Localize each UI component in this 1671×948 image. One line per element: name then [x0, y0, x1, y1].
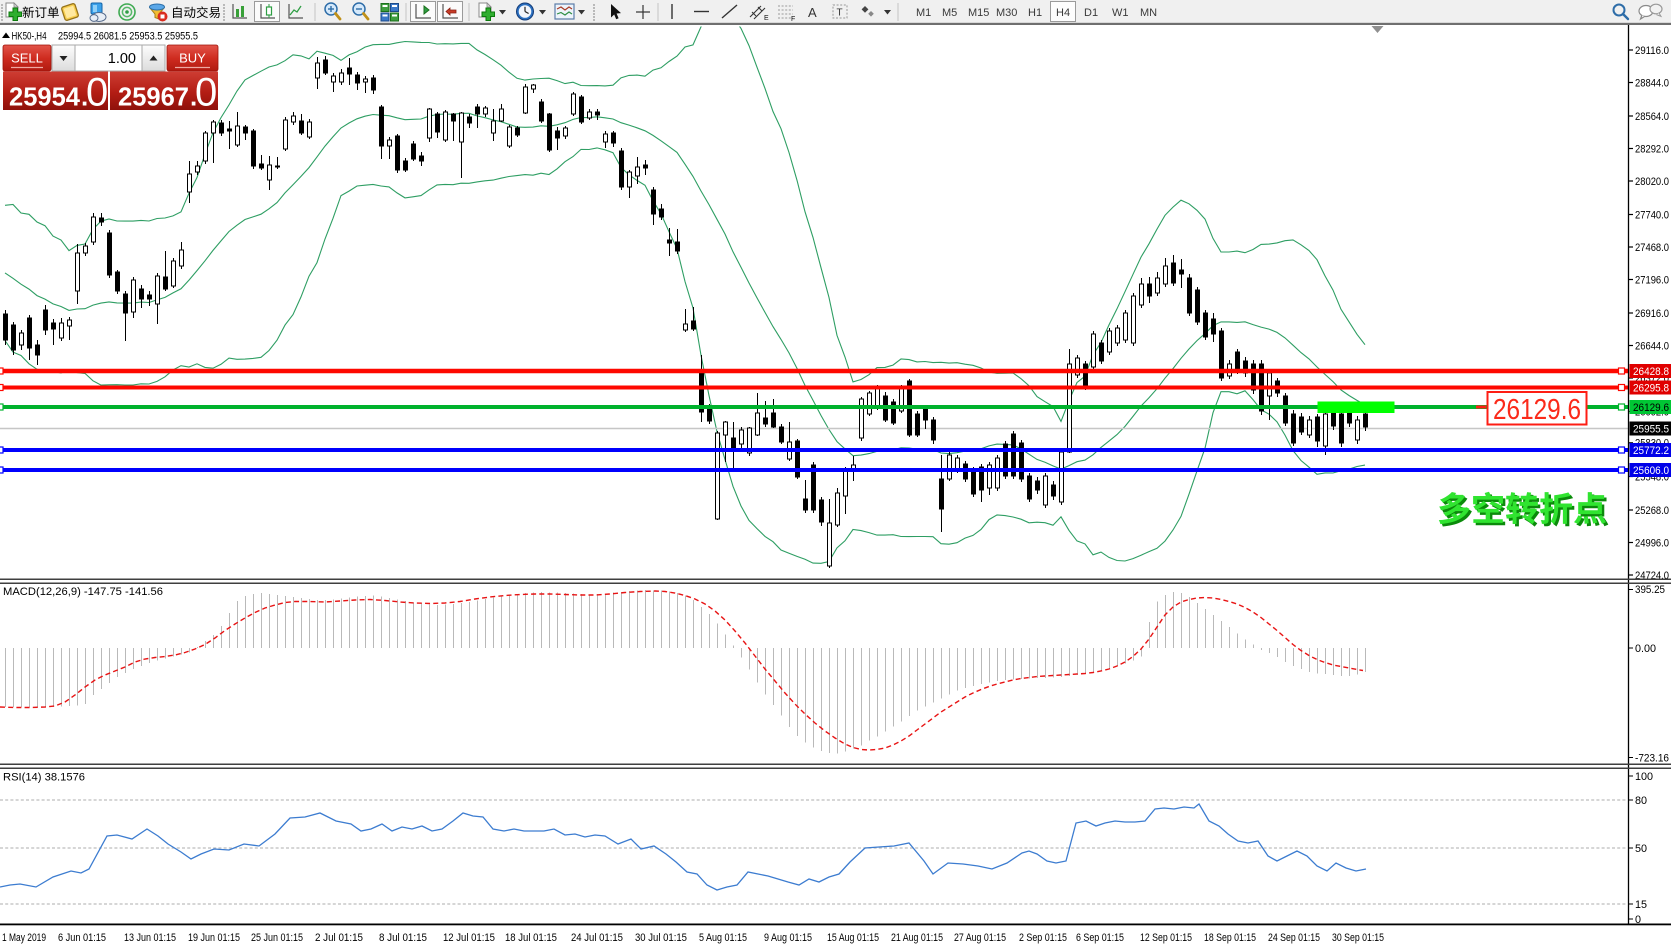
svg-text:H1: H1 [1028, 7, 1042, 19]
svg-text:8 Jul 01:15: 8 Jul 01:15 [379, 932, 427, 944]
svg-text:25954: 25954 [9, 82, 81, 112]
svg-text:6 Jun 01:15: 6 Jun 01:15 [58, 932, 106, 944]
svg-text:26916.0: 26916.0 [1635, 308, 1669, 320]
svg-text:28020.0: 28020.0 [1635, 176, 1669, 188]
svg-text:M5: M5 [942, 7, 957, 19]
svg-text:27468.0: 27468.0 [1635, 242, 1669, 254]
svg-text:5 Aug 01:15: 5 Aug 01:15 [699, 932, 747, 944]
svg-text:19 Jun 01:15: 19 Jun 01:15 [188, 932, 240, 944]
svg-text:1.00: 1.00 [108, 51, 136, 67]
svg-text:21 Aug 01:15: 21 Aug 01:15 [891, 932, 943, 944]
svg-text:12 Jul 01:15: 12 Jul 01:15 [443, 932, 495, 944]
svg-text:24996.0: 24996.0 [1635, 537, 1669, 549]
svg-text:MACD(12,26,9) -147.75 -141.56: MACD(12,26,9) -147.75 -141.56 [3, 586, 163, 598]
svg-text:RSI(14) 38.1576: RSI(14) 38.1576 [3, 772, 85, 784]
svg-text:28844.0: 28844.0 [1635, 77, 1669, 89]
svg-text:27 Aug 01:15: 27 Aug 01:15 [954, 932, 1006, 944]
svg-text:W1: W1 [1112, 7, 1129, 19]
svg-text:25967: 25967 [118, 82, 189, 112]
svg-text:30 Jul 01:15: 30 Jul 01:15 [635, 932, 687, 944]
svg-text:HK50-,H4: HK50-,H4 [12, 31, 47, 43]
svg-text:2 Sep 01:15: 2 Sep 01:15 [1019, 932, 1067, 944]
svg-text:.: . [81, 82, 88, 112]
svg-text:30 Sep 01:15: 30 Sep 01:15 [1332, 932, 1384, 944]
svg-text:25268.0: 25268.0 [1635, 505, 1669, 517]
svg-text:13 Jun 01:15: 13 Jun 01:15 [124, 932, 176, 944]
svg-text:50: 50 [1635, 843, 1647, 855]
svg-text:26129.6: 26129.6 [1633, 402, 1669, 414]
svg-text:F: F [791, 16, 795, 23]
svg-text:395.25: 395.25 [1635, 584, 1665, 596]
svg-text:6 Sep 01:15: 6 Sep 01:15 [1076, 932, 1124, 944]
svg-text:25772.2: 25772.2 [1633, 445, 1669, 457]
svg-text:100: 100 [1635, 771, 1653, 783]
svg-text:2 Jul 01:15: 2 Jul 01:15 [315, 932, 363, 944]
svg-text:27740.0: 27740.0 [1635, 209, 1669, 221]
svg-text:15: 15 [1635, 899, 1647, 911]
svg-text:0: 0 [195, 71, 217, 115]
svg-text:26129.6: 26129.6 [1493, 394, 1581, 426]
svg-text:0: 0 [86, 71, 108, 115]
svg-text:15 Aug 01:15: 15 Aug 01:15 [827, 932, 879, 944]
svg-text:18 Sep 01:15: 18 Sep 01:15 [1204, 932, 1256, 944]
svg-text:.: . [190, 82, 197, 112]
svg-text:1 May 2019: 1 May 2019 [2, 932, 46, 944]
svg-text:E: E [764, 15, 769, 22]
svg-text:SELL: SELL [11, 51, 43, 66]
svg-text:26644.0: 26644.0 [1635, 340, 1669, 352]
svg-text:80: 80 [1635, 795, 1647, 807]
svg-text:M15: M15 [968, 7, 989, 19]
svg-text:25606.0: 25606.0 [1633, 465, 1669, 477]
svg-text:27196.0: 27196.0 [1635, 274, 1669, 286]
svg-text:25 Jun 01:15: 25 Jun 01:15 [251, 932, 303, 944]
svg-text:25955.5: 25955.5 [1633, 424, 1669, 436]
svg-text:M30: M30 [996, 7, 1017, 19]
svg-text:24 Sep 01:15: 24 Sep 01:15 [1268, 932, 1320, 944]
svg-text:BUY: BUY [179, 51, 206, 66]
svg-text:28564.0: 28564.0 [1635, 111, 1669, 123]
svg-text:18 Jul 01:15: 18 Jul 01:15 [505, 932, 557, 944]
svg-text:0: 0 [1635, 914, 1641, 926]
svg-text:MN: MN [1140, 7, 1157, 19]
svg-text:-723.16: -723.16 [1635, 752, 1669, 764]
svg-text:12 Sep 01:15: 12 Sep 01:15 [1140, 932, 1192, 944]
svg-text:H4: H4 [1056, 7, 1070, 19]
svg-text:M1: M1 [916, 7, 931, 19]
svg-text:26428.8: 26428.8 [1633, 366, 1669, 378]
svg-text:24 Jul 01:15: 24 Jul 01:15 [571, 932, 623, 944]
svg-text:25994.5 26081.5 25953.5 25955.: 25994.5 26081.5 25953.5 25955.5 [58, 31, 198, 43]
svg-text:T: T [837, 8, 843, 19]
svg-text:29116.0: 29116.0 [1635, 45, 1669, 57]
svg-text:D1: D1 [1084, 7, 1098, 19]
svg-text:0.00: 0.00 [1635, 643, 1656, 655]
svg-text:9 Aug 01:15: 9 Aug 01:15 [764, 932, 812, 944]
svg-text:28292.0: 28292.0 [1635, 143, 1669, 155]
svg-text:A: A [808, 5, 817, 20]
svg-text:26295.8: 26295.8 [1633, 383, 1669, 395]
